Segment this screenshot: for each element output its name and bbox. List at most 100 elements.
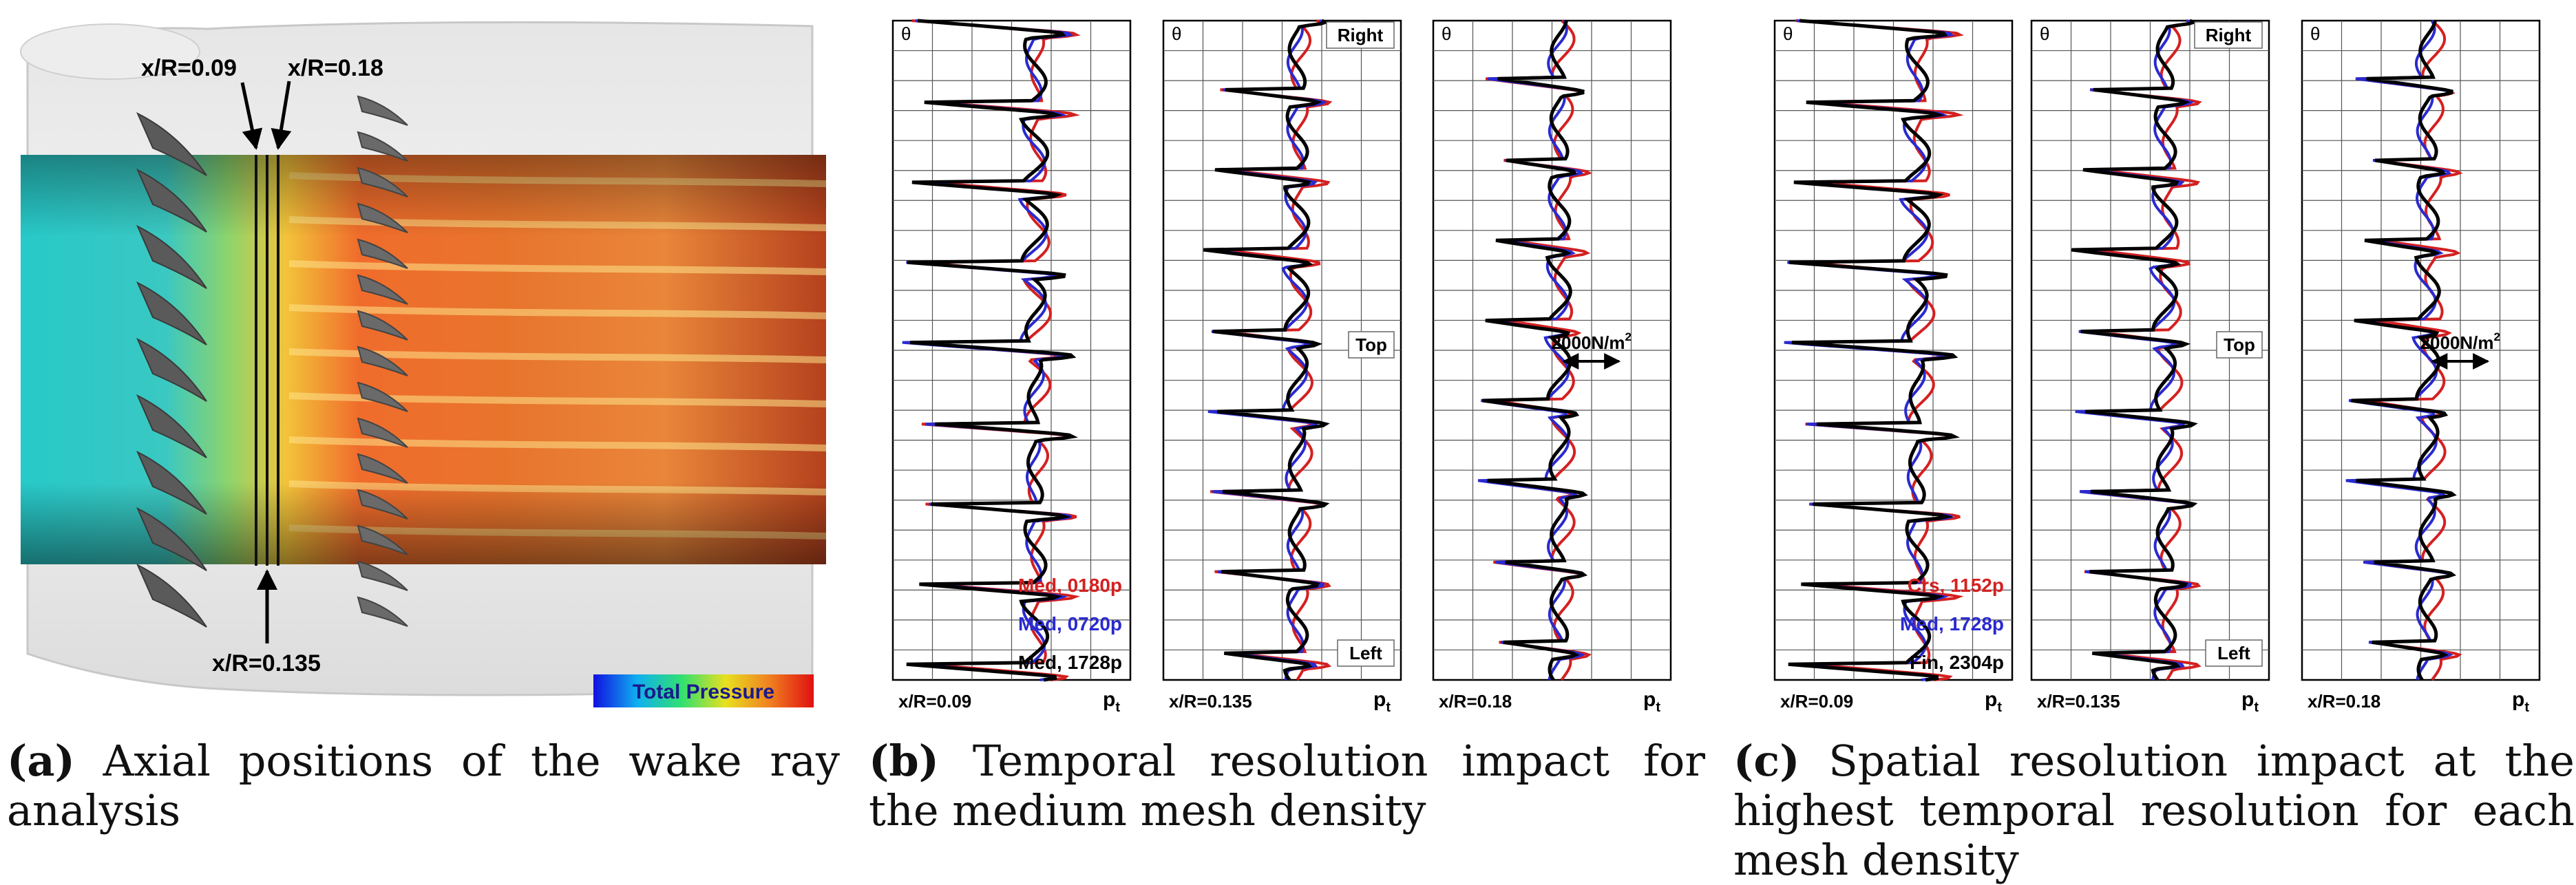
stator-blade bbox=[357, 202, 408, 233]
stator-blade bbox=[357, 381, 408, 412]
rotor-blade bbox=[136, 563, 207, 628]
axis-label-pt: pt bbox=[2241, 688, 2259, 715]
axis-label-pt: pt bbox=[1103, 688, 1120, 715]
chart-panel: θ x/R=0.18 pt 2000N/m2 bbox=[1432, 19, 1672, 715]
axis-label-pt: pt bbox=[1643, 688, 1660, 715]
stator-blade bbox=[357, 560, 408, 591]
series-black-line bbox=[2351, 20, 2457, 681]
shroud-rim bbox=[20, 23, 200, 80]
rotor-blade bbox=[136, 507, 207, 571]
scale-bar-superscript: 2 bbox=[1625, 330, 1632, 343]
position-label: Left bbox=[2217, 643, 2250, 663]
caption-b-text: Temporal resolution impact for the mediu… bbox=[869, 736, 1705, 835]
x-position-label: x/R=0.18 bbox=[2308, 691, 2380, 712]
x-position-label: x/R=0.09 bbox=[1780, 691, 1853, 712]
legend-entry: Med, 1728p bbox=[1018, 652, 1122, 673]
colorbar bbox=[593, 674, 814, 707]
stator-blade bbox=[357, 524, 408, 555]
stator-blades bbox=[357, 95, 408, 627]
theta-symbol: θ bbox=[2310, 23, 2320, 44]
scale-bar-label: 2000N/m2 bbox=[1552, 330, 1632, 353]
legend-entry: Med, 1728p bbox=[1900, 613, 2004, 635]
caption-a: (a) Axial positions of the wake ray anal… bbox=[7, 736, 840, 835]
chart-panel: θ x/R=0.09 pt Med, 0180p Med, 0720p Med, 1728… bbox=[891, 19, 1132, 715]
stator-blade bbox=[357, 274, 408, 305]
label-x009: x/R=0.09 bbox=[141, 55, 237, 81]
rotor-blades bbox=[136, 111, 207, 628]
legend-entry: Med, 0720p bbox=[1018, 613, 1122, 635]
axis-label-subscript: t bbox=[1386, 700, 1391, 715]
arrow-x018 bbox=[271, 81, 292, 150]
stator-blade bbox=[357, 310, 408, 341]
rotor-blade bbox=[136, 224, 207, 289]
arrow-x009 bbox=[240, 82, 263, 150]
position-label-box bbox=[1348, 331, 1395, 359]
x-position-label: x/R=0.09 bbox=[898, 691, 971, 712]
theta-symbol: θ bbox=[901, 23, 911, 44]
theta-symbol: θ bbox=[1783, 23, 1793, 44]
position-label-box bbox=[2194, 21, 2263, 49]
rotor-blade bbox=[136, 168, 207, 233]
rotor-blade bbox=[136, 450, 207, 515]
series-black-line bbox=[906, 19, 1078, 682]
axis-label-pt: pt bbox=[1373, 688, 1391, 715]
position-label-box bbox=[1337, 639, 1395, 667]
label-x018: x/R=0.18 bbox=[288, 55, 383, 81]
label-x0135: x/R=0.135 bbox=[212, 650, 321, 676]
position-label: Right bbox=[1338, 25, 1384, 45]
position-label-box bbox=[1326, 21, 1395, 49]
legend-entry: Med, 0180p bbox=[1018, 575, 1122, 596]
axis-label-subscript: t bbox=[1115, 700, 1120, 715]
stator-blade bbox=[357, 489, 408, 520]
theta-symbol: θ bbox=[1442, 23, 1451, 44]
legend-entry: Fin, 2304p bbox=[1910, 652, 2004, 673]
x-position-label: x/R=0.135 bbox=[1169, 691, 1252, 712]
stator-blade bbox=[357, 238, 408, 269]
series-black-line bbox=[1203, 19, 1331, 681]
theta-symbol: θ bbox=[1172, 23, 1181, 44]
axis-label-pt: pt bbox=[2512, 688, 2529, 715]
stator-blade bbox=[357, 131, 408, 162]
stator-blade bbox=[357, 167, 408, 198]
axis-label-pt: pt bbox=[1985, 688, 2002, 715]
caption-b-letter: (b) bbox=[869, 736, 940, 786]
caption-c: (c) Spatial resolution impact at the hig… bbox=[1733, 736, 2575, 885]
position-label: Top bbox=[2224, 334, 2255, 355]
stator-blade bbox=[357, 453, 408, 484]
caption-b: (b) Temporal resolution impact for the m… bbox=[869, 736, 1705, 835]
chart-panel: θ x/R=0.09 pt Crs, 1152p Med, 1728p Fin, 2304… bbox=[1773, 19, 2014, 715]
rotor-blade bbox=[136, 337, 207, 402]
axis-label-subscript: t bbox=[1656, 700, 1660, 715]
caption-c-text: Spatial resolution impact at the highest… bbox=[1733, 736, 2575, 885]
rotor-blade bbox=[136, 111, 207, 176]
position-label: Left bbox=[1349, 643, 1382, 663]
axis-label-subscript: t bbox=[2524, 700, 2529, 715]
chart-panel: θ x/R=0.135 pt Right Top Left bbox=[2030, 19, 2270, 715]
stator-blade bbox=[357, 417, 408, 448]
stator-blade bbox=[357, 596, 408, 627]
wake-ray-charts: θ x/R=0.09 pt Med, 0180p Med, 0720p Med, 1728… bbox=[891, 19, 2541, 715]
position-label-box bbox=[2205, 639, 2263, 667]
axis-label-subscript: t bbox=[2254, 700, 2259, 715]
series-black-line bbox=[1788, 19, 1960, 682]
caption-a-letter: (a) bbox=[7, 736, 75, 786]
chart-panel: θ x/R=0.18 pt 2000N/m2 bbox=[2301, 19, 2541, 715]
legend-entry: Crs, 1152p bbox=[1908, 575, 2004, 596]
series-black-line bbox=[1482, 20, 1588, 681]
scale-bar-superscript: 2 bbox=[2494, 330, 2500, 343]
rotor-blade bbox=[136, 394, 207, 458]
x-position-label: x/R=0.135 bbox=[2037, 691, 2120, 712]
series-black-line bbox=[2071, 19, 2199, 681]
stator-blade bbox=[357, 95, 408, 126]
stator-blade bbox=[357, 345, 408, 376]
flow-shade bbox=[21, 155, 826, 564]
panel-a-render: x/R=0.09 x/R=0.18 x/R=0.135 Total Pressu… bbox=[20, 21, 827, 707]
caption-c-letter: (c) bbox=[1733, 736, 1800, 786]
rotor-blade bbox=[136, 281, 207, 345]
figure: x/R=0.09 x/R=0.18 x/R=0.135 Total Pressu… bbox=[20, 19, 2541, 715]
caption-a-text: Axial positions of the wake ray analysis bbox=[7, 736, 840, 835]
colorbar-label: Total Pressure bbox=[633, 681, 774, 703]
x-position-label: x/R=0.18 bbox=[1439, 691, 1512, 712]
scale-bar-label: 2000N/m2 bbox=[2420, 330, 2500, 353]
position-label-box bbox=[2216, 331, 2263, 359]
